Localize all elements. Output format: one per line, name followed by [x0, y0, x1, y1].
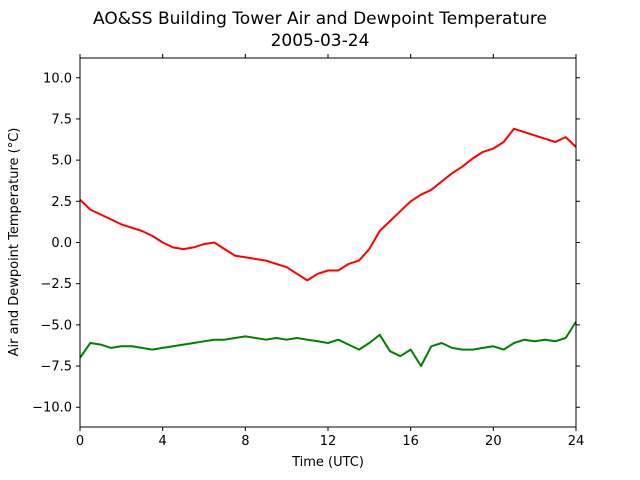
y-axis-label: Air and Dewpoint Temperature (°C) — [7, 128, 22, 357]
x-tick-label: 8 — [241, 434, 249, 449]
series-line-1 — [79, 127, 577, 282]
x-tick-label: 12 — [320, 434, 337, 449]
x-tick-label: 16 — [402, 434, 419, 449]
y-tick-label: 5.0 — [51, 154, 72, 169]
x-tick-label: 24 — [568, 434, 585, 449]
y-tick-label: 2.5 — [51, 195, 72, 210]
y-axis: −10.0 −7.5 −5.0 −2.5 0.0 2.5 5.0 7.5 10.0 — [32, 71, 580, 416]
x-axis: 0 4 8 12 16 20 24 — [76, 54, 584, 449]
plot-series — [79, 127, 577, 367]
chart-subtitle: 2005-03-24 — [271, 31, 370, 51]
y-tick-label: 7.5 — [51, 112, 72, 127]
x-tick-label: 4 — [159, 434, 167, 449]
series-line-2 — [79, 321, 577, 367]
y-tick-label: −5.0 — [40, 318, 72, 333]
y-tick-label: −7.5 — [40, 360, 72, 375]
x-axis-label: Time (UTC) — [291, 455, 364, 470]
y-tick-label: 0.0 — [51, 236, 72, 251]
plot-frame — [79, 57, 577, 428]
x-tick-label: 0 — [76, 434, 84, 449]
y-tick-label: −2.5 — [40, 277, 72, 292]
y-tick-label: −10.0 — [32, 401, 72, 416]
chart-title: AO&SS Building Tower Air and Dewpoint Te… — [93, 9, 547, 29]
x-tick-label: 20 — [485, 434, 502, 449]
y-tick-label: 10.0 — [43, 71, 72, 86]
